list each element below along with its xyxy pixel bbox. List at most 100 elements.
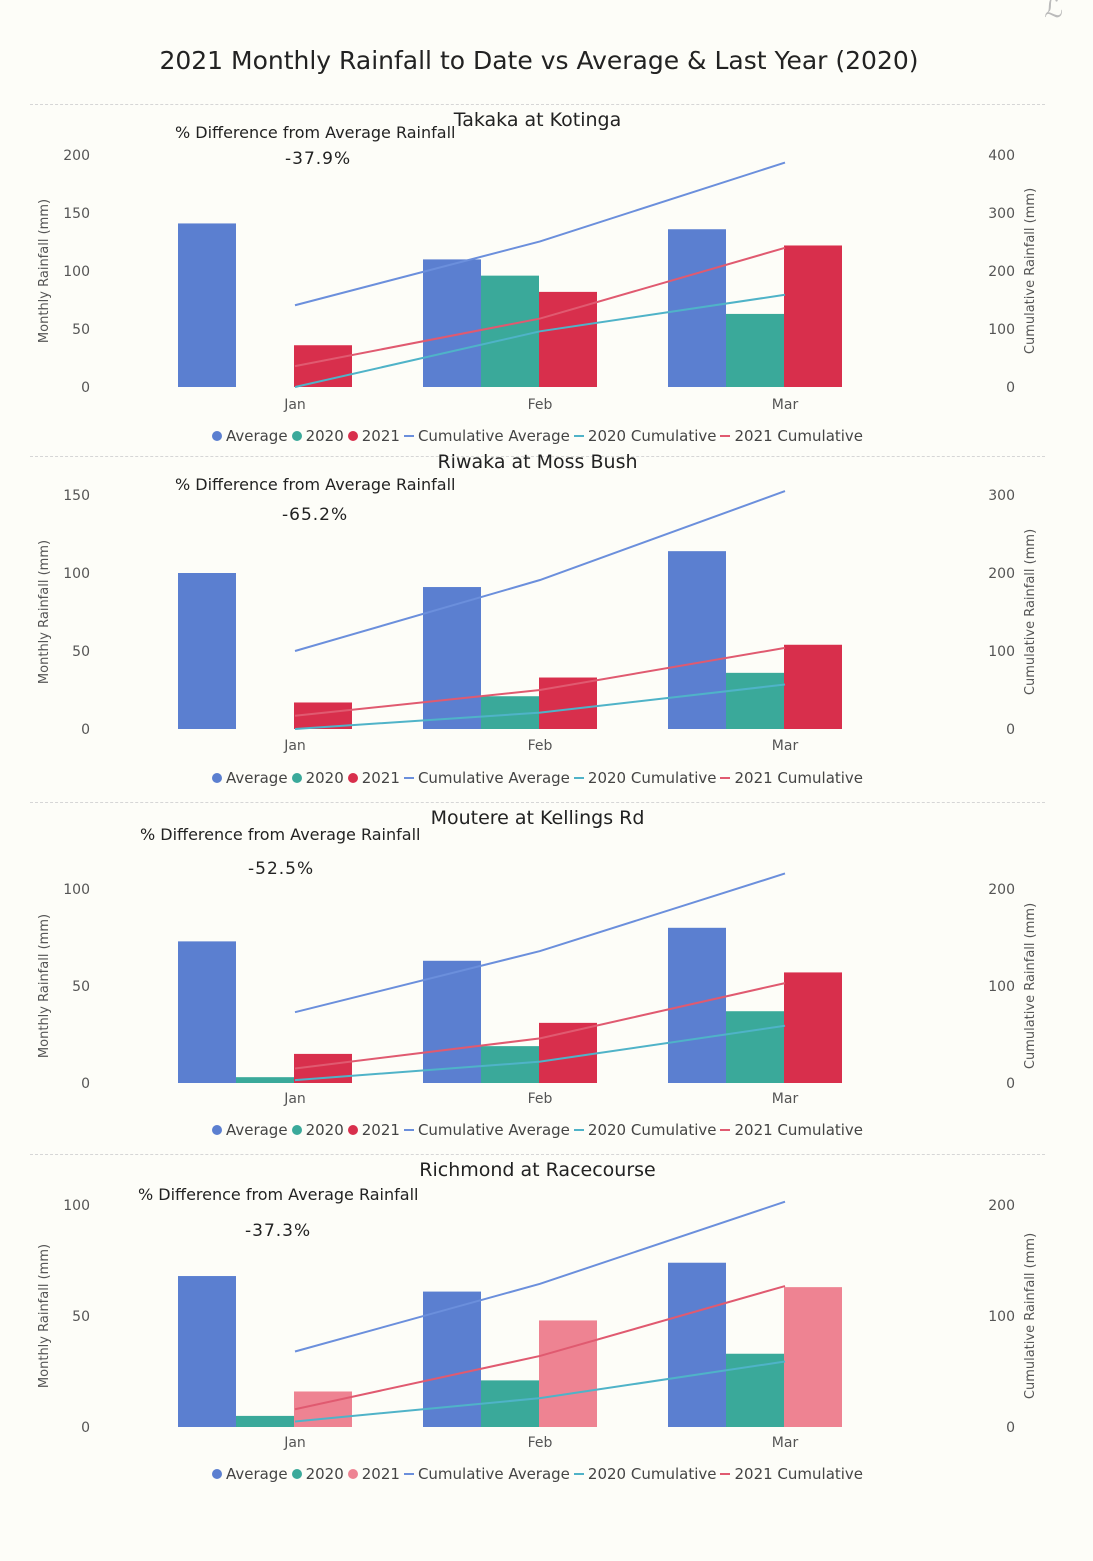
pct-difference-value: -52.5% — [248, 859, 315, 879]
x-tick-label: Feb — [528, 1091, 553, 1107]
corner-scribble-icon: ℒ — [1044, 0, 1063, 24]
line-2020-cumulative — [294, 683, 786, 730]
legend-label: 2020 Cumulative — [587, 427, 717, 445]
y2-tick-label: 0 — [1006, 1420, 1015, 1436]
legend-label: 2020 — [305, 427, 344, 445]
legend-item-y2020: 2020 — [291, 769, 344, 787]
y2-axis-title: Cumulative Rainfall (mm) — [1023, 529, 1038, 695]
y2-tick-label: 0 — [1006, 380, 1015, 396]
legend-swatch-icon — [573, 1473, 584, 1475]
legend-label: 2020 Cumulative — [587, 1465, 717, 1483]
legend-item-cum_2021: 2021 Cumulative — [720, 1465, 863, 1483]
legend-label: Average — [225, 1465, 288, 1483]
legend-swatch-icon — [347, 1469, 358, 1479]
legend-item-cum_2020: 2020 Cumulative — [573, 1465, 717, 1483]
chart-title: Richmond at Racecourse — [419, 1159, 656, 1181]
page-title: 2021 Monthly Rainfall to Date vs Average… — [159, 46, 919, 75]
y2-axis-title: Cumulative Rainfall (mm) — [1023, 1233, 1038, 1399]
legend-label: Average — [225, 769, 288, 787]
y2-tick-label: 300 — [988, 488, 1015, 504]
legend-swatch-icon — [211, 431, 222, 441]
y-axis-title: Monthly Rainfall (mm) — [37, 1244, 52, 1388]
y-axis-title: Monthly Rainfall (mm) — [37, 199, 52, 343]
legend-swatch-icon — [347, 773, 358, 783]
legend-swatch-icon — [347, 431, 358, 441]
chart-svg: 0 50 100 0 100 200 Monthly Rainfall (mm) Cumula… — [37, 872, 1038, 1107]
legend-label: 2020 — [305, 769, 344, 787]
x-tick-label: Jan — [283, 397, 306, 413]
legend-label: 2021 Cumulative — [734, 1465, 864, 1483]
bar-2021-mar — [784, 644, 842, 729]
chart-panel: Richmond at Racecourse% Difference from … — [30, 1154, 1045, 1500]
legend-swatch-icon — [720, 1129, 731, 1131]
bar-average-jan — [178, 941, 236, 1083]
pct-difference-label: % Difference from Average Rainfall — [138, 1185, 419, 1204]
legend-swatch-icon — [573, 435, 584, 437]
pct-difference-label: % Difference from Average Rainfall — [140, 825, 421, 844]
chart-legend: Average 2020 2021 Cumulative Average 2020 Cu… — [30, 427, 1045, 445]
bar-2021-mar — [784, 245, 842, 387]
legend-swatch-icon — [403, 1473, 414, 1475]
line-2021-cumulative — [294, 982, 786, 1070]
bar-2020-mar — [726, 1353, 784, 1427]
pct-difference-value: -37.9% — [285, 149, 352, 169]
legend-item-average: Average — [211, 1465, 288, 1483]
pct-difference-value: -37.3% — [245, 1221, 312, 1241]
legend-item-average: Average — [211, 769, 288, 787]
legend-label: 2021 Cumulative — [734, 1121, 864, 1139]
legend-label: 2020 — [305, 1121, 344, 1139]
pct-difference-label: % Difference from Average Rainfall — [175, 123, 456, 142]
y-tick-label: 150 — [63, 488, 90, 504]
bar-average-feb — [423, 960, 481, 1083]
line-cumulative-average — [294, 872, 786, 1014]
legend-item-y2021: 2021 — [347, 1121, 400, 1139]
bar-average-mar — [668, 1262, 726, 1427]
y-tick-label: 200 — [63, 148, 90, 164]
bar-2020-jan — [236, 1415, 294, 1427]
y2-tick-label: 200 — [988, 882, 1015, 898]
x-tick-label: Jan — [283, 1091, 306, 1107]
bar-2021-mar — [784, 1287, 842, 1427]
y-tick-label: 50 — [72, 322, 90, 338]
bar-2021-feb — [539, 291, 597, 387]
bar-2020-jan — [236, 1077, 294, 1083]
legend-label: 2021 — [361, 1465, 400, 1483]
chart-title: Takaka at Kotinga — [453, 109, 622, 131]
line-cumulative-average — [294, 1200, 786, 1353]
legend-item-cum_average: Cumulative Average — [403, 1121, 570, 1139]
legend-label: Cumulative Average — [417, 1465, 570, 1483]
legend-swatch-icon — [211, 773, 222, 783]
legend-swatch-icon — [291, 1125, 302, 1135]
legend-item-cum_average: Cumulative Average — [403, 769, 570, 787]
chart-panel: Riwaka at Moss Bush % Difference from Ave… — [30, 451, 1045, 802]
y-tick-label: 50 — [72, 1309, 90, 1325]
chart-panel: Takaka at Kotinga% Difference from Avera… — [30, 104, 1045, 455]
x-tick-label: Mar — [772, 1435, 799, 1451]
y-tick-label: 0 — [81, 380, 90, 396]
legend-swatch-icon — [291, 1469, 302, 1479]
bar-2020-mar — [726, 672, 784, 729]
legend-swatch-icon — [403, 777, 414, 779]
legend-swatch-icon — [573, 777, 584, 779]
line-2020-cumulative — [294, 1360, 786, 1423]
x-tick-label: Jan — [283, 1435, 306, 1451]
chart-legend: Average 2020 2021 Cumulative Average 2020 Cu… — [30, 1465, 1045, 1483]
chart-legend: Average 2020 2021 Cumulative Average 2020 Cu… — [30, 1121, 1045, 1139]
legend-swatch-icon — [720, 1473, 731, 1475]
bar-average-feb — [423, 587, 481, 729]
legend-label: 2021 — [361, 769, 400, 787]
legend-label: Average — [225, 427, 288, 445]
y2-tick-label: 200 — [988, 264, 1015, 280]
y-tick-label: 100 — [63, 1198, 90, 1214]
line-2021-cumulative — [294, 1285, 786, 1411]
pct-difference-value: -65.2% — [282, 505, 349, 525]
bar-average-jan — [178, 573, 236, 729]
y2-tick-label: 400 — [988, 148, 1015, 164]
legend-item-y2021: 2021 — [347, 427, 400, 445]
pct-difference-label: % Difference from Average Rainfall — [175, 475, 456, 494]
bar-2021-feb — [539, 1320, 597, 1427]
bar-average-mar — [668, 927, 726, 1083]
legend-item-y2021: 2021 — [347, 769, 400, 787]
chart-title: Moutere at Kellings Rd — [430, 807, 645, 829]
y-tick-label: 50 — [72, 979, 90, 995]
